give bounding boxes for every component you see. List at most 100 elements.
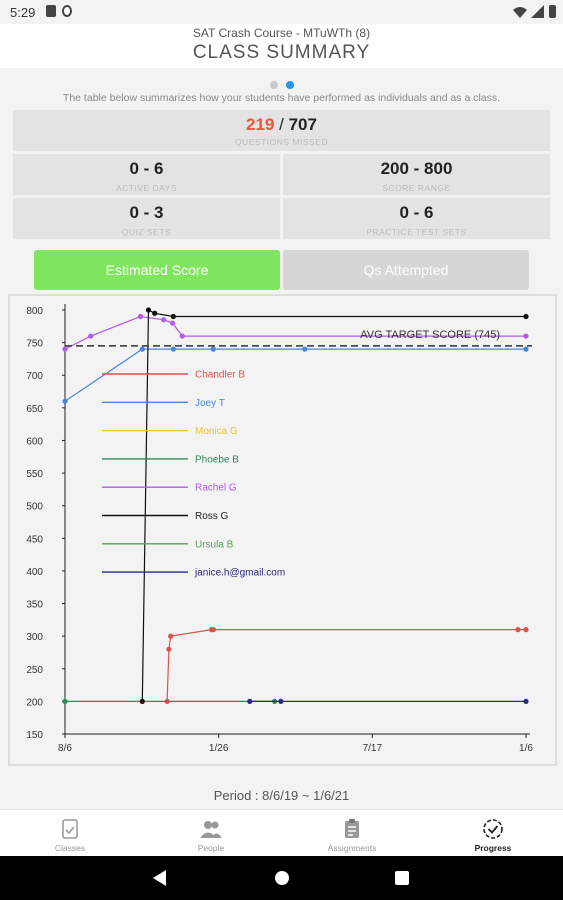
classes-icon [62,819,78,839]
data-point [302,346,308,352]
progress-icon [483,819,503,839]
nav-progress[interactable]: Progress [423,810,563,853]
system-navigation-bar [0,856,563,900]
data-point [523,698,529,704]
people-icon [200,821,222,838]
wifi-icon [513,7,527,18]
data-point [523,313,529,320]
sync-icon [62,5,72,17]
legend-label: Phoebe B [195,454,239,465]
y-tick-label: 250 [26,665,43,676]
page-dot-1[interactable] [269,81,278,89]
battery-icon [549,5,556,18]
y-tick-label: 400 [26,567,43,578]
data-point [88,333,94,339]
legend-label: Ross G [195,511,229,522]
page-dot-2[interactable] [285,81,294,89]
page-header: SAT Crash Course - MTuWTh (8) CLASS SUMM… [0,24,563,68]
recents-icon[interactable] [395,871,409,885]
active-days-value: 0 - 6 [129,159,164,178]
data-point [168,633,174,639]
data-point [152,310,158,316]
legend-label: Monica G [195,426,238,437]
bottom-navigation: Classes People Assignments Progress [0,809,563,856]
nav-people[interactable]: People [141,810,281,853]
data-point [278,698,284,704]
x-tick-label: 7/17 [363,743,383,754]
data-point [247,698,253,704]
y-tick-label: 700 [26,371,43,382]
legend-label: Rachel G [195,483,237,494]
legend-label: janice.h@gmail.com [194,568,285,579]
questions-missed-value: 219 / 707 [13,115,550,135]
quiz-sets-box: 0 - 3 QUIZ SETS [13,198,280,239]
y-tick-label: 800 [26,306,43,317]
nav-progress-label: Progress [474,843,512,853]
page-title: CLASS SUMMARY [192,42,371,63]
nav-classes[interactable]: Classes [0,810,140,853]
y-tick-label: 450 [26,534,43,545]
data-point [62,398,68,404]
data-point [523,346,529,352]
chart-svg: 150 200 250 300 350 400 450 500 550 600 650 700 750 8… [26,304,533,754]
missed-count: 219 [246,115,275,134]
sim-icon [46,5,56,17]
score-range-value: 200 - 800 [380,159,453,178]
nav-assignments-label: Assignments [327,843,377,853]
x-tick-label: 1/26 [209,743,229,754]
y-tick-label: 200 [26,697,43,708]
y-tick-label: 500 [26,502,43,513]
data-point [166,646,172,652]
y-tick-label: 150 [26,730,43,741]
y-tick-label: 550 [26,469,43,480]
series-line [64,348,526,402]
data-point [515,627,521,633]
missed-separator: / [274,115,289,134]
status-time: 5:29 [10,5,36,20]
series-line [166,629,526,702]
practice-sets-box: 0 - 6 PRACTICE TEST SETS [283,198,550,239]
active-days-box: 0 - 6 ACTIVE DAYS [13,154,280,195]
tab-qs-attempted[interactable]: Qs Attempted [283,250,529,290]
nav-assignments[interactable]: Assignments [282,810,422,853]
class-subtitle: SAT Crash Course - MTuWTh (8) [192,26,371,40]
data-point [170,313,176,320]
data-point [169,320,176,326]
y-tick-label: 350 [26,600,43,611]
back-icon[interactable] [153,870,167,886]
x-tick-label: 8/6 [58,743,72,754]
page-indicator [0,76,563,94]
signal-icon [531,5,544,18]
quiz-sets-label: QUIZ SETS [121,227,172,237]
data-point [160,317,167,323]
nav-people-label: People [197,843,225,853]
score-range-box: 200 - 800 SCORE RANGE [283,154,550,195]
avg-target-label: AVG TARGET SCORE (745) [360,329,500,341]
data-point [523,333,529,339]
data-point [62,698,68,704]
summary-description: The table below summarizes how your stud… [62,92,501,104]
nav-classes-label: Classes [54,843,86,853]
tab-estimated-score[interactable]: Estimated Score [34,250,280,290]
practice-sets-label: PRACTICE TEST SETS [366,227,467,237]
data-point [137,313,144,320]
home-icon[interactable] [274,870,290,886]
legend-label: Chandler B [195,370,245,381]
questions-missed-box: 219 / 707 QUESTIONS MISSED [13,110,550,151]
legend-label: Joey T [195,398,225,409]
assignments-icon [345,819,359,838]
legend-label: Ursula B [195,539,234,550]
y-tick-label: 300 [26,632,43,643]
period-label: Period : 8/6/19 ~ 1/6/21 [213,788,350,803]
score-chart: 150 200 250 300 350 400 450 500 550 600 650 700 750 8… [8,294,557,766]
active-days-label: ACTIVE DAYS [115,183,178,193]
quiz-sets-value: 0 - 3 [129,203,164,222]
x-tick-label: 1/6 [519,743,533,754]
y-tick-label: 650 [26,404,43,415]
status-bar: 5:29 [0,0,563,24]
score-range-label: SCORE RANGE [382,183,451,193]
missed-total: 707 [288,115,317,134]
data-point [210,346,216,352]
y-tick-label: 600 [26,436,43,447]
questions-missed-label: QUESTIONS MISSED [234,137,328,147]
